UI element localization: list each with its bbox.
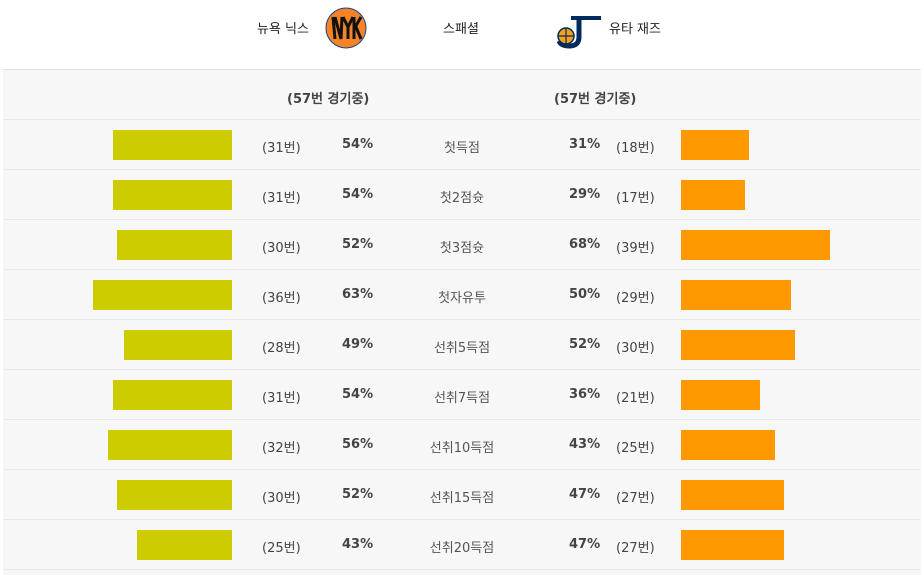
stat-label: 선취5득점 — [433, 341, 491, 356]
stat-row: (31번) 54% 첫득점 31% (18번) — [3, 120, 921, 170]
away-bar — [681, 280, 791, 310]
home-count: (32번) — [262, 441, 301, 456]
stat-label: 선취10득점 — [429, 441, 495, 456]
knicks-logo-icon — [325, 7, 367, 49]
home-count: (25번) — [262, 541, 301, 556]
away-pct: 52% — [569, 337, 601, 352]
stat-row: (32번) 56% 선취10득점 43% (25번) — [3, 420, 921, 470]
home-pct: 49% — [342, 337, 374, 352]
away-pct: 29% — [569, 187, 601, 202]
center-title: 스패셜 — [443, 22, 479, 37]
home-pct: 52% — [342, 487, 374, 502]
home-pct: 54% — [342, 187, 374, 202]
away-count: (29번) — [616, 291, 655, 306]
home-bar — [113, 180, 232, 210]
home-count: (28번) — [262, 341, 301, 356]
away-pct: 47% — [569, 487, 601, 502]
home-bar — [113, 380, 232, 410]
away-count: (27번) — [616, 541, 655, 556]
stat-row: (30번) 52% 첫3점슛 68% (39번) — [3, 220, 921, 270]
home-bar — [93, 280, 232, 310]
home-count: (31번) — [262, 141, 301, 156]
away-pct: 47% — [569, 537, 601, 552]
away-bar — [681, 530, 784, 560]
home-count: (30번) — [262, 491, 301, 506]
away-pct: 31% — [569, 137, 601, 152]
home-bar — [124, 330, 232, 360]
away-bar — [681, 180, 745, 210]
home-count: (31번) — [262, 391, 301, 406]
stat-row: (36번) 63% 첫자유투 50% (29번) — [3, 270, 921, 320]
away-team-name: 유타 재즈 — [609, 22, 661, 37]
away-count: (30번) — [616, 341, 655, 356]
stat-label: 선취7득점 — [433, 391, 491, 406]
away-count: (17번) — [616, 191, 655, 206]
home-games-count: (57번 경기중) — [287, 92, 370, 107]
stats-table: (57번 경기중) (57번 경기중) (31번) 54% 첫득점 31% (18번)(… — [3, 69, 921, 575]
away-pct: 43% — [569, 437, 601, 452]
home-count: (31번) — [262, 191, 301, 206]
stat-row: (25번) 43% 선취20득점 47% (27번) — [3, 520, 921, 570]
away-bar — [681, 330, 795, 360]
away-pct: 68% — [569, 237, 601, 252]
away-count: (18번) — [616, 141, 655, 156]
stat-row: (28번) 49% 선취5득점 52% (30번) — [3, 320, 921, 370]
away-bar — [681, 230, 830, 260]
home-bar — [113, 130, 232, 160]
stat-label: 선취15득점 — [429, 491, 495, 506]
stat-label: 첫득점 — [444, 141, 480, 156]
home-pct: 63% — [342, 287, 374, 302]
away-bar — [681, 380, 760, 410]
stat-row: (30번) 52% 선취15득점 47% (27번) — [3, 470, 921, 520]
away-games-count: (57번 경기중) — [554, 92, 637, 107]
away-bar — [681, 430, 775, 460]
home-bar — [117, 480, 232, 510]
stat-row: (31번) 54% 선취7득점 36% (21번) — [3, 370, 921, 420]
away-bar — [681, 480, 784, 510]
stat-label: 첫2점슛 — [439, 191, 485, 206]
away-pct: 36% — [569, 387, 601, 402]
away-count: (21번) — [616, 391, 655, 406]
away-count: (25번) — [616, 441, 655, 456]
stat-label: 선취20득점 — [429, 541, 495, 556]
stat-row: (31번) 54% 첫2점슛 29% (17번) — [3, 170, 921, 220]
home-pct: 54% — [342, 137, 374, 152]
home-bar — [117, 230, 232, 260]
home-bar — [108, 430, 232, 460]
home-count: (30번) — [262, 241, 301, 256]
stat-label: 첫자유투 — [438, 291, 486, 306]
games-count-row: (57번 경기중) (57번 경기중) — [3, 70, 921, 120]
home-team-name: 뉴욕 닉스 — [257, 22, 309, 37]
home-count: (36번) — [262, 291, 301, 306]
away-bar — [681, 130, 749, 160]
home-pct: 56% — [342, 437, 374, 452]
jazz-logo-icon — [556, 16, 601, 49]
home-pct: 43% — [342, 537, 374, 552]
away-count: (27번) — [616, 491, 655, 506]
home-pct: 52% — [342, 237, 374, 252]
away-pct: 50% — [569, 287, 601, 302]
home-bar — [137, 530, 232, 560]
header: 뉴욕 닉스 스패셜 유타 재즈 — [0, 0, 924, 68]
home-pct: 54% — [342, 387, 374, 402]
away-count: (39번) — [616, 241, 655, 256]
stat-label: 첫3점슛 — [439, 241, 485, 256]
